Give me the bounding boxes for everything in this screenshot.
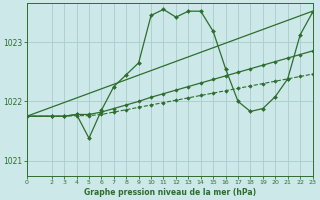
X-axis label: Graphe pression niveau de la mer (hPa): Graphe pression niveau de la mer (hPa) [84, 188, 256, 197]
